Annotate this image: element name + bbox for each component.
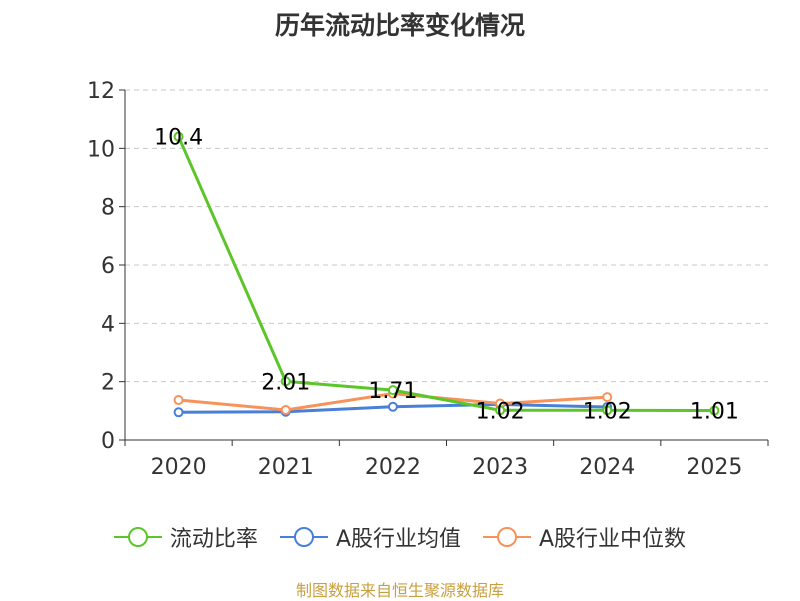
y-tick-label: 10 — [87, 137, 115, 162]
legend-item[interactable]: A股行业中位数 — [483, 521, 686, 553]
data-point — [387, 401, 398, 412]
legend-marker — [293, 527, 314, 547]
data-point — [495, 405, 506, 416]
data-point — [280, 376, 291, 387]
data-label: 1.02 — [476, 399, 525, 424]
data-point — [387, 385, 398, 396]
axes: 0 2 4 6 8 10 12 2020 2021 2022 2023 2024 2025 — [87, 79, 769, 480]
legend-marker — [497, 527, 517, 547]
legend-label: A股行业中位数 — [539, 527, 687, 552]
y-tick-label: 8 — [101, 196, 115, 221]
x-tick-label: 2025 — [686, 455, 742, 480]
x-tick-label: 2021 — [258, 455, 314, 480]
x-tick-label: 2023 — [472, 455, 528, 480]
y-tick-label: 0 — [101, 429, 115, 454]
data-point — [173, 395, 184, 406]
legend-item[interactable]: 流动比率 — [113, 521, 258, 553]
legend-swatch-icon — [279, 527, 328, 547]
data-point — [602, 405, 613, 416]
data-point — [709, 405, 720, 416]
series-lines — [173, 131, 720, 418]
source-note: 制图数据来自恒生聚源数据库 — [295, 581, 504, 600]
grid-lines — [125, 89, 768, 383]
legend-swatch-icon — [483, 527, 531, 547]
x-tick-label: 2024 — [579, 455, 635, 480]
data-label: 1.01 — [690, 400, 739, 425]
legend-marker — [127, 527, 148, 547]
series-line — [177, 136, 715, 413]
legend-swatch-icon — [113, 527, 162, 547]
legend-item[interactable]: A股行业均值 — [279, 521, 461, 553]
legend: 流动比率 A股行业均值 A股行业中位数 — [0, 520, 800, 554]
data-point — [173, 407, 184, 418]
data-label: 1.71 — [368, 379, 417, 404]
y-tick-label: 6 — [101, 254, 115, 279]
data-label: 10.4 — [154, 126, 203, 151]
data-labels: 10.4 2.01 1.71 1.02 1.02 1.01 — [154, 126, 739, 425]
chart-title: 历年流动比率变化情况 — [274, 11, 525, 40]
data-label: 1.02 — [583, 399, 632, 424]
y-tick-label: 4 — [101, 312, 115, 337]
legend-label: A股行业均值 — [335, 527, 461, 552]
x-tick-label: 2020 — [151, 455, 207, 480]
legend-label: 流动比率 — [169, 527, 258, 552]
data-label: 2.01 — [261, 370, 310, 395]
x-tick-label: 2022 — [365, 455, 421, 480]
data-point — [173, 131, 184, 142]
data-point — [602, 392, 613, 403]
y-tick-label: 2 — [101, 371, 115, 396]
y-tick-label: 12 — [87, 79, 115, 104]
data-point — [280, 404, 291, 415]
